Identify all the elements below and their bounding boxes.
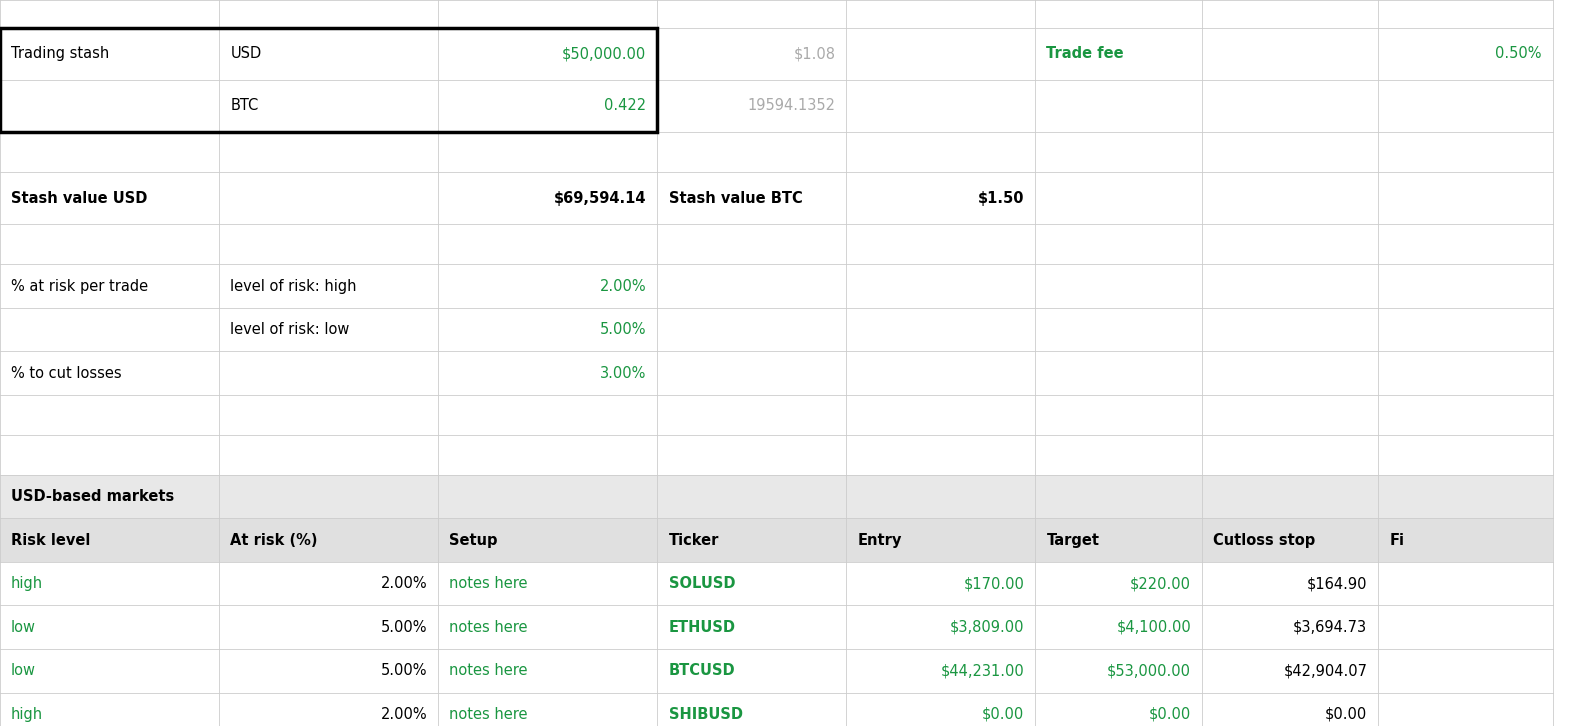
Text: 2.00%: 2.00% [381, 576, 427, 591]
Text: high: high [11, 576, 43, 591]
Text: 2.00%: 2.00% [381, 707, 427, 722]
Text: At risk (%): At risk (%) [230, 533, 318, 547]
Text: $69,594.14: $69,594.14 [554, 191, 646, 205]
Text: Stash value BTC: Stash value BTC [669, 191, 802, 205]
Text: Setup: Setup [449, 533, 499, 547]
Text: SHIBUSD: SHIBUSD [669, 707, 743, 722]
Text: $4,100.00: $4,100.00 [1116, 620, 1191, 635]
Text: USD-based markets: USD-based markets [11, 489, 175, 504]
Text: $170.00: $170.00 [964, 576, 1024, 591]
Text: $0.00: $0.00 [1324, 707, 1367, 722]
Text: Target: Target [1046, 533, 1099, 547]
Text: SOLUSD: SOLUSD [669, 576, 735, 591]
Bar [0, 28, 657, 132]
Text: Risk level: Risk level [11, 533, 91, 547]
Text: $220.00: $220.00 [1131, 576, 1191, 591]
Bar [0, 518, 1553, 562]
Text: Cutloss stop: Cutloss stop [1213, 533, 1315, 547]
Text: ETHUSD: ETHUSD [669, 620, 735, 635]
Text: Trading stash: Trading stash [11, 46, 110, 61]
Text: 19594.1352: 19594.1352 [748, 99, 835, 113]
Text: 0.50%: 0.50% [1496, 46, 1542, 61]
Text: low: low [11, 620, 37, 635]
Text: 2.00%: 2.00% [600, 279, 646, 293]
Text: $53,000.00: $53,000.00 [1107, 664, 1191, 678]
Text: % to cut losses: % to cut losses [11, 366, 122, 380]
Text: notes here: notes here [449, 620, 527, 635]
Text: 5.00%: 5.00% [381, 664, 427, 678]
Text: Fi: Fi [1390, 533, 1404, 547]
Text: BTCUSD: BTCUSD [669, 664, 735, 678]
Text: high: high [11, 707, 43, 722]
Text: BTC: BTC [230, 99, 259, 113]
Text: low: low [11, 664, 37, 678]
Text: Stash value USD: Stash value USD [11, 191, 148, 205]
Bar [0, 475, 1553, 518]
Text: % at risk per trade: % at risk per trade [11, 279, 148, 293]
Text: $44,231.00: $44,231.00 [940, 664, 1024, 678]
Text: Entry: Entry [858, 533, 902, 547]
Text: $0.00: $0.00 [981, 707, 1024, 722]
Text: $1.50: $1.50 [978, 191, 1024, 205]
Text: notes here: notes here [449, 576, 527, 591]
Text: Ticker: Ticker [669, 533, 719, 547]
Text: $50,000.00: $50,000.00 [562, 46, 646, 61]
Text: $1.08: $1.08 [794, 46, 835, 61]
Text: $42,904.07: $42,904.07 [1283, 664, 1367, 678]
Text: 3.00%: 3.00% [600, 366, 646, 380]
Text: 5.00%: 5.00% [381, 620, 427, 635]
Text: level of risk: high: level of risk: high [230, 279, 357, 293]
Text: 0.422: 0.422 [603, 99, 646, 113]
Text: USD: USD [230, 46, 262, 61]
Text: 5.00%: 5.00% [600, 322, 646, 337]
Text: $3,694.73: $3,694.73 [1293, 620, 1367, 635]
Text: level of risk: low: level of risk: low [230, 322, 349, 337]
Text: Trade fee: Trade fee [1046, 46, 1124, 61]
Text: notes here: notes here [449, 707, 527, 722]
Text: notes here: notes here [449, 664, 527, 678]
Text: $164.90: $164.90 [1307, 576, 1367, 591]
Text: $3,809.00: $3,809.00 [950, 620, 1024, 635]
Text: $0.00: $0.00 [1148, 707, 1191, 722]
